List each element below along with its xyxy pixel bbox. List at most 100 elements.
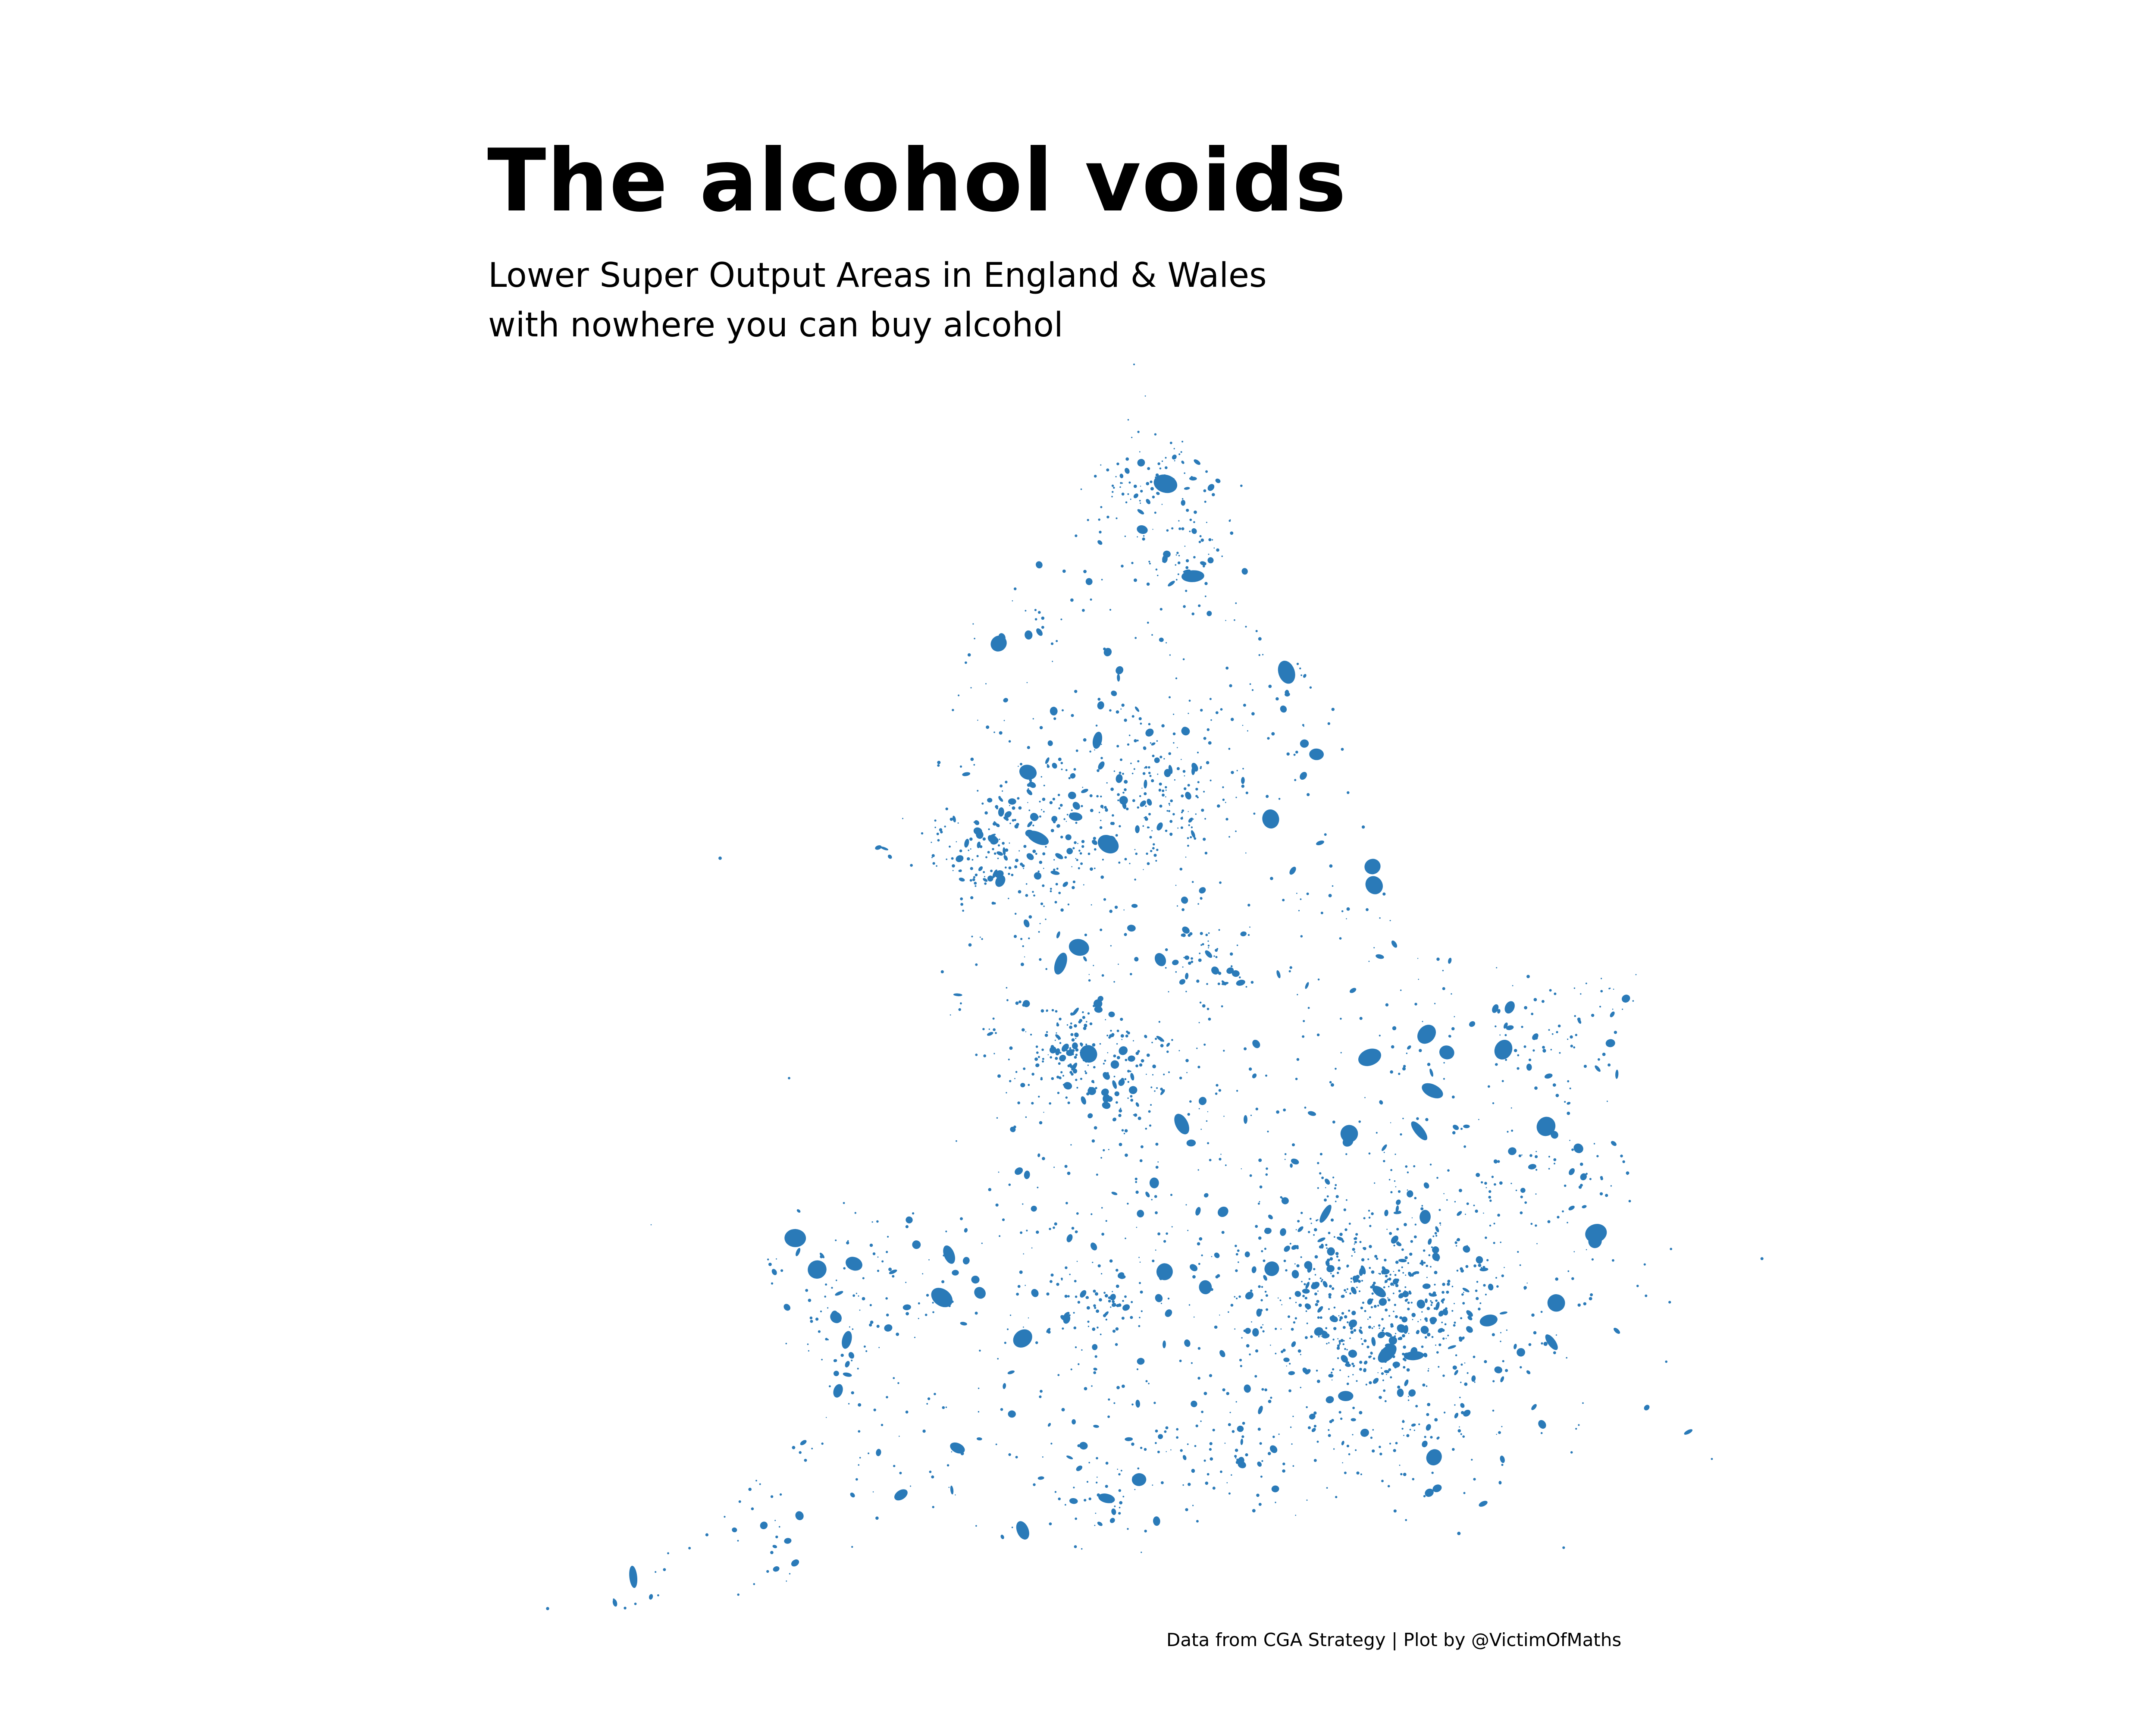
lsoa-area xyxy=(1520,1211,1523,1214)
lsoa-area xyxy=(1518,1154,1522,1157)
lsoa-area xyxy=(1170,1449,1172,1451)
lsoa-area xyxy=(1405,1165,1408,1168)
lsoa-area xyxy=(1160,1044,1164,1048)
lsoa-area xyxy=(1429,1317,1437,1323)
lsoa-area xyxy=(1326,1247,1328,1249)
lsoa-area xyxy=(1493,1242,1495,1244)
lsoa-area xyxy=(843,1267,846,1270)
lsoa-area xyxy=(1023,1067,1026,1070)
lsoa-area xyxy=(1479,1314,1498,1327)
lsoa-area xyxy=(1160,1089,1165,1095)
lsoa-area xyxy=(1448,1348,1450,1349)
lsoa-area xyxy=(1121,1078,1124,1081)
lsoa-area xyxy=(1381,1349,1384,1352)
lsoa-area xyxy=(1360,1265,1366,1275)
lsoa-area xyxy=(1100,819,1102,822)
lsoa-area xyxy=(1517,1067,1520,1070)
lsoa-area xyxy=(1116,1386,1120,1389)
lsoa-area xyxy=(1421,1205,1423,1207)
lsoa-area xyxy=(1147,799,1152,806)
lsoa-area xyxy=(1198,1097,1207,1105)
lsoa-area xyxy=(922,1273,924,1275)
lsoa-area xyxy=(1555,1277,1558,1281)
lsoa-area xyxy=(1259,1442,1262,1445)
lsoa-area xyxy=(831,1311,838,1320)
lsoa-area xyxy=(1141,1145,1144,1148)
lsoa-area xyxy=(1118,1512,1121,1515)
lsoa-area xyxy=(1410,1302,1413,1304)
lsoa-area xyxy=(1208,947,1210,949)
lsoa-area xyxy=(1059,1042,1062,1044)
lsoa-area xyxy=(1373,1378,1379,1384)
lsoa-area xyxy=(1302,1295,1305,1298)
lsoa-area xyxy=(1005,781,1008,784)
lsoa-area xyxy=(1050,829,1054,832)
lsoa-area xyxy=(1308,1278,1311,1280)
lsoa-area xyxy=(1203,1459,1206,1462)
lsoa-area xyxy=(956,841,957,843)
lsoa-area xyxy=(1117,793,1120,796)
lsoa-area xyxy=(1185,1204,1187,1206)
lsoa-area xyxy=(1439,1222,1442,1224)
lsoa-area xyxy=(1091,1242,1097,1251)
lsoa-area xyxy=(1148,561,1150,563)
lsoa-area xyxy=(1206,728,1210,731)
lsoa-area xyxy=(1300,1256,1302,1258)
lsoa-area xyxy=(1395,1442,1398,1445)
lsoa-area xyxy=(1489,1199,1492,1202)
lsoa-area xyxy=(1130,499,1131,500)
lsoa-area xyxy=(1099,826,1103,829)
lsoa-area xyxy=(1100,1333,1102,1336)
lsoa-area xyxy=(1203,1043,1206,1046)
lsoa-area xyxy=(1562,1546,1565,1549)
lsoa-area xyxy=(1360,1327,1362,1329)
lsoa-area xyxy=(1205,950,1213,958)
lsoa-area xyxy=(1015,1455,1018,1458)
lsoa-area xyxy=(1113,486,1115,489)
lsoa-area xyxy=(1045,757,1050,764)
lsoa-area xyxy=(738,1500,741,1503)
lsoa-area xyxy=(1086,1306,1090,1310)
lsoa-area xyxy=(1567,1222,1568,1223)
lsoa-area xyxy=(870,1320,874,1324)
lsoa-area xyxy=(1146,482,1150,486)
lsoa-area xyxy=(1070,598,1074,602)
lsoa-area xyxy=(1389,1273,1391,1276)
lsoa-area xyxy=(1052,797,1056,801)
lsoa-area xyxy=(1596,1155,1599,1157)
lsoa-area xyxy=(1261,1388,1264,1391)
lsoa-area xyxy=(1353,1329,1357,1332)
lsoa-area xyxy=(1569,1168,1575,1175)
lsoa-area xyxy=(960,1002,962,1005)
lsoa-area xyxy=(1185,1059,1189,1063)
lsoa-area xyxy=(1252,1073,1257,1079)
lsoa-area xyxy=(1388,1179,1391,1181)
lsoa-area xyxy=(1125,1437,1133,1441)
lsoa-area xyxy=(1350,988,1357,993)
lsoa-area xyxy=(1196,979,1200,983)
lsoa-area xyxy=(962,1257,970,1265)
lsoa-area xyxy=(1026,682,1028,684)
lsoa-area xyxy=(1030,1034,1032,1036)
lsoa-area xyxy=(1622,1008,1623,1010)
lsoa-area xyxy=(964,1228,968,1233)
lsoa-area xyxy=(1028,915,1032,919)
lsoa-area xyxy=(1333,1306,1336,1309)
lsoa-area xyxy=(1097,769,1100,772)
lsoa-area xyxy=(785,1342,787,1345)
lsoa-area xyxy=(1111,484,1114,487)
lsoa-area xyxy=(1008,740,1011,743)
lsoa-area xyxy=(1426,1424,1431,1431)
lsoa-area xyxy=(1423,1352,1428,1358)
lsoa-area xyxy=(876,1324,880,1328)
lsoa-area xyxy=(1506,1329,1507,1331)
lsoa-area xyxy=(766,1570,769,1573)
lsoa-area xyxy=(1168,810,1171,812)
lsoa-area xyxy=(1369,1245,1372,1248)
lsoa-area xyxy=(1193,819,1194,820)
lsoa-area xyxy=(1094,1006,1103,1013)
lsoa-area xyxy=(1011,1527,1013,1528)
lsoa-area xyxy=(773,1566,780,1572)
lsoa-area xyxy=(1760,1257,1764,1261)
lsoa-area xyxy=(1423,1249,1426,1252)
